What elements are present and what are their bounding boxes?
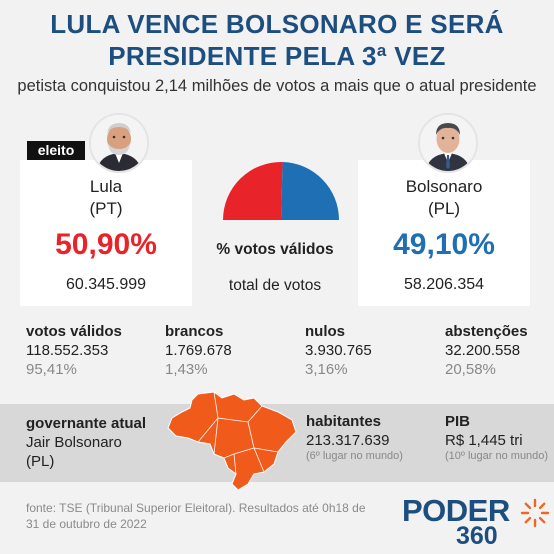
candidate-party-bolsonaro: (PL) — [427, 199, 461, 218]
votes-bolsonaro: 58.206.354 — [403, 276, 485, 293]
stat-percent: 20,58% — [445, 361, 496, 378]
source-note: fonte: TSE (Tribunal Superior Eleitoral)… — [26, 501, 366, 531]
population-value: 213.317.639 — [306, 432, 390, 449]
poder360-logo: PODER 360 — [402, 494, 552, 550]
title-line-1: LULA VENCE BOLSONARO E SERÁ — [50, 9, 504, 39]
percent-label: % votos válidos — [216, 241, 334, 258]
candidate-name-bolsonaro: Bolsonaro — [405, 177, 483, 196]
population-label: habitantes — [306, 413, 382, 430]
candidate-name-lula: Lula — [89, 177, 123, 196]
percent-lula: 50,90% — [55, 228, 157, 261]
gdp-note: (10º lugar no mundo) — [445, 450, 549, 462]
stat-blank-votes: brancos 1.769.678 1,43% — [165, 322, 232, 379]
stat-valid-votes: votos válidos 118.552.353 95,41% — [26, 322, 122, 379]
elected-badge: eleito — [27, 141, 85, 160]
stat-label: nulos — [305, 323, 345, 340]
logo-sun-icon — [520, 498, 550, 528]
governor-party: (PL) — [26, 453, 55, 470]
gdp-value: R$ 1,445 tri — [445, 432, 523, 449]
title-line-2: PRESIDENTE PELA 3ª VEZ — [108, 41, 446, 71]
stat-label: abstenções — [445, 323, 528, 340]
stat-value: 1.769.678 — [165, 342, 232, 359]
population-note: (6º lugar no mundo) — [306, 450, 403, 462]
logo-word: PODER — [402, 493, 510, 528]
population-info: habitantes 213.317.639 (6º lugar no mund… — [306, 412, 403, 463]
bolsonaro-avatar — [418, 113, 478, 173]
stat-label: votos válidos — [26, 323, 122, 340]
candidate-party-lula: (PT) — [89, 199, 123, 218]
stat-label: brancos — [165, 323, 224, 340]
stat-abstentions: abstenções 32.200.558 20,58% — [445, 322, 528, 379]
candidate-card-bolsonaro — [358, 160, 530, 306]
stat-percent: 3,16% — [305, 361, 348, 378]
logo-number: 360 — [456, 522, 498, 550]
page-title: LULA VENCE BOLSONARO E SERÁ PRESIDENTE P… — [0, 8, 554, 72]
halfpie-slice-lula — [223, 161, 283, 220]
stat-percent: 1,43% — [165, 361, 208, 378]
candidate-card-lula — [20, 160, 192, 306]
stat-value: 3.930.765 — [305, 342, 372, 359]
halfpie-slice-bolsonaro — [281, 162, 339, 220]
brazil-map-icon — [167, 391, 297, 491]
votes-lula: 60.345.999 — [65, 276, 147, 293]
governor-label: governante atual — [26, 415, 147, 432]
gdp-label: PIB — [445, 413, 471, 430]
stat-null-votes: nulos 3.930.765 3,16% — [305, 322, 372, 379]
stat-value: 118.552.353 — [26, 342, 109, 359]
current-governor: governante atual Jair Bolsonaro (PL) — [26, 414, 146, 471]
stat-value: 32.200.558 — [445, 342, 521, 359]
vote-share-halfpie-chart — [223, 161, 339, 220]
stat-percent: 95,41% — [26, 361, 77, 378]
percent-bolsonaro: 49,10% — [393, 228, 495, 261]
gdp-info: PIB R$ 1,445 tri (10º lugar no mundo) — [445, 412, 548, 463]
votes-label: total de votos — [228, 277, 322, 294]
lula-avatar — [89, 113, 149, 173]
governor-name: Jair Bolsonaro — [26, 434, 122, 451]
page-subtitle: petista conquistou 2,14 milhões de votos… — [17, 77, 537, 95]
